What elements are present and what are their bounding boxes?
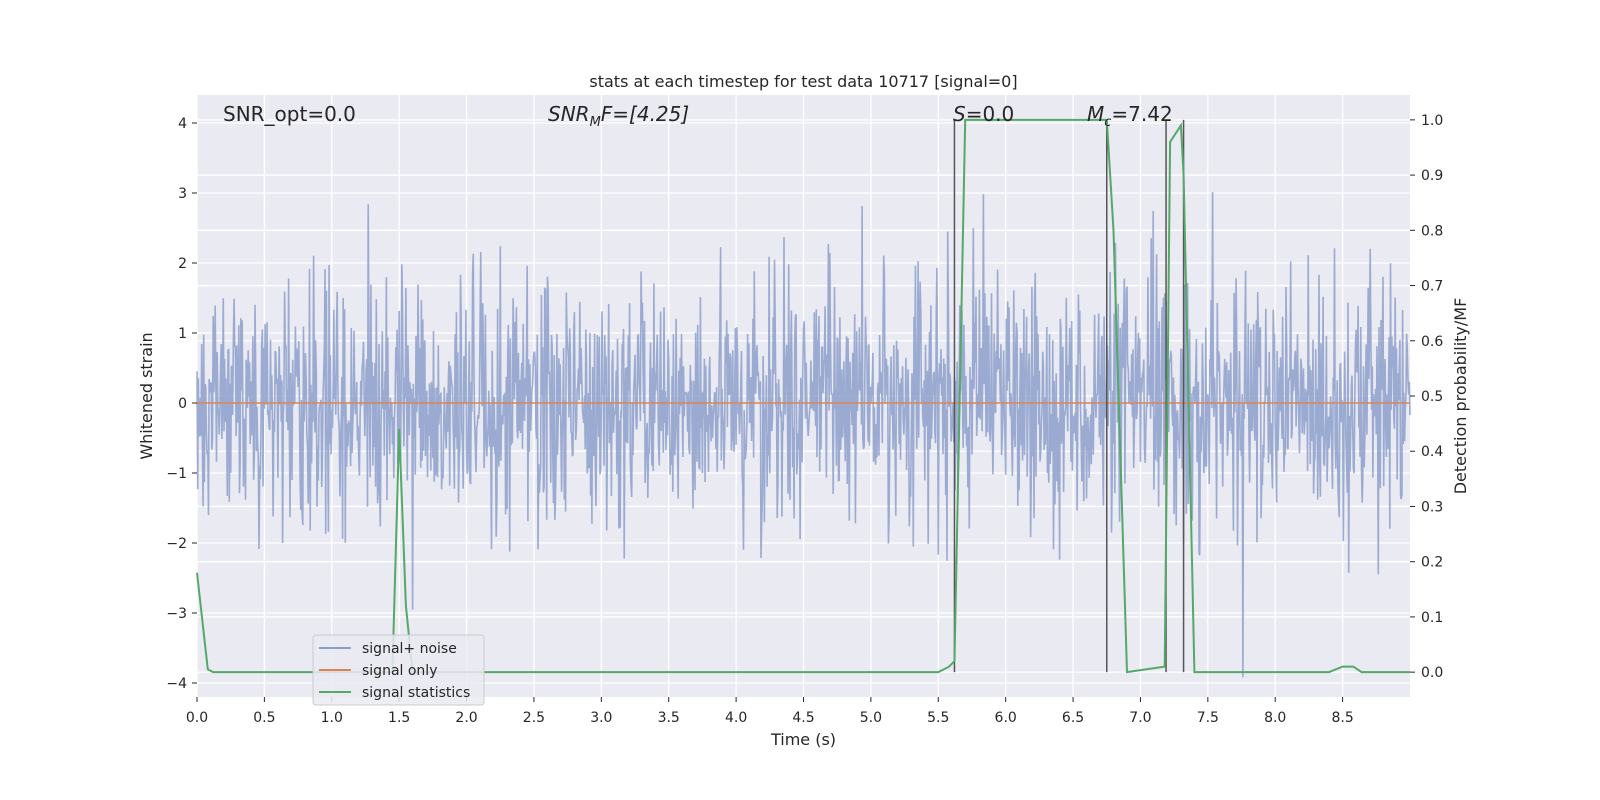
x-tick-label: 6.5 <box>1062 710 1084 726</box>
y2-tick-label: 0.7 <box>1421 279 1443 295</box>
legend-label-signal-statistics: signal statistics <box>362 685 470 701</box>
y-axis-label: Whitened strain <box>137 332 156 459</box>
y2-tick-label: 1.0 <box>1421 113 1443 129</box>
y-tick-label: 3 <box>178 186 187 202</box>
y-tick-label: −1 <box>166 466 187 482</box>
y-tick-label: 4 <box>178 116 187 132</box>
y-tick-label: 1 <box>178 326 187 342</box>
legend-box <box>312 634 485 706</box>
y2-tick-label: 0.0 <box>1421 665 1443 681</box>
x-tick-label: 5.0 <box>860 710 882 726</box>
y2-tick-label: 0.2 <box>1421 555 1443 571</box>
x-tick-label: 3.0 <box>590 710 612 726</box>
annotation-snr-opt: SNR_opt=0.0 <box>223 102 356 126</box>
x-axis-label: Time (s) <box>770 730 836 749</box>
y-tick-label: −4 <box>166 676 187 692</box>
x-tick-label: 1.0 <box>321 710 343 726</box>
annotation-snr-mf-main: SNR <box>548 102 590 126</box>
annotation-mc-tail: =7.42 <box>1111 102 1172 126</box>
x-tick-label: 2.0 <box>455 710 477 726</box>
grid-lines <box>196 95 1410 697</box>
series-line-signal-statistics <box>196 118 1410 674</box>
y-tick-label: −3 <box>166 606 187 622</box>
series-signal-statistics <box>196 118 1410 674</box>
y2-tick-label: 0.4 <box>1421 444 1443 460</box>
annotation-mc-main: M <box>1087 102 1104 126</box>
x-tick-label: 4.0 <box>725 710 747 726</box>
y2-tick-label: 0.8 <box>1421 223 1443 239</box>
legend-label-signal-plus-noise: signal+ noise <box>362 641 457 657</box>
annotation-s-tail: =0.0 <box>966 102 1015 126</box>
y2-tick-label: 0.6 <box>1421 334 1443 350</box>
x-tick-label: 8.0 <box>1264 710 1286 726</box>
y-tick-label: −2 <box>166 536 187 552</box>
x-tick-label: 2.5 <box>523 710 545 726</box>
series-line-signal-plus-noise <box>196 192 1411 678</box>
annotation-s-main: S <box>953 102 966 126</box>
annotation-s: S=0.0 <box>953 102 1014 126</box>
y-tick-label: 2 <box>178 256 187 272</box>
x-tick-label: 5.5 <box>927 710 949 726</box>
y2-tick-label: 0.9 <box>1421 168 1443 184</box>
x-tick-label: 3.5 <box>658 710 680 726</box>
x-tick-label: 6.0 <box>995 710 1017 726</box>
x-tick-label: 0.0 <box>186 710 208 726</box>
series-signal-plus-noise <box>196 192 1411 678</box>
x-tick-label: 0.5 <box>253 710 275 726</box>
y-tick-label: 0 <box>178 396 187 412</box>
x-tick-label: 8.5 <box>1331 710 1353 726</box>
x-tick-label: 7.0 <box>1129 710 1151 726</box>
annotation-snr-mf-sub: M <box>590 115 601 130</box>
annotation-snr-mf: SNRMF=[4.25] <box>548 102 689 130</box>
y2-tick-label: 0.5 <box>1421 389 1443 405</box>
annotation-snr-mf-tail: F=[4.25] <box>601 102 689 126</box>
x-tick-label: 7.5 <box>1197 710 1219 726</box>
x-tick-label: 1.5 <box>388 710 410 726</box>
y2-tick-label: 0.1 <box>1421 610 1443 626</box>
legend-label-signal-only: signal only <box>362 663 437 679</box>
annotation-mc-sub: c <box>1104 115 1111 130</box>
axis-ticks: 0.0 0.5 1.0 1.5 2.0 2.5 3.0 3.5 4.0 4.5 5.0 5.5 6.0 6… <box>166 113 1443 726</box>
annotation-mc: Mc=7.42 <box>1087 102 1173 130</box>
legend: signal+ noise signal only signal statist… <box>312 634 485 706</box>
x-tick-label: 4.5 <box>792 710 814 726</box>
y2-tick-label: 0.3 <box>1421 499 1443 515</box>
chart-title: stats at each timestep for test data 107… <box>589 72 1017 91</box>
y2-axis-label: Detection probability/MF <box>1451 298 1470 495</box>
